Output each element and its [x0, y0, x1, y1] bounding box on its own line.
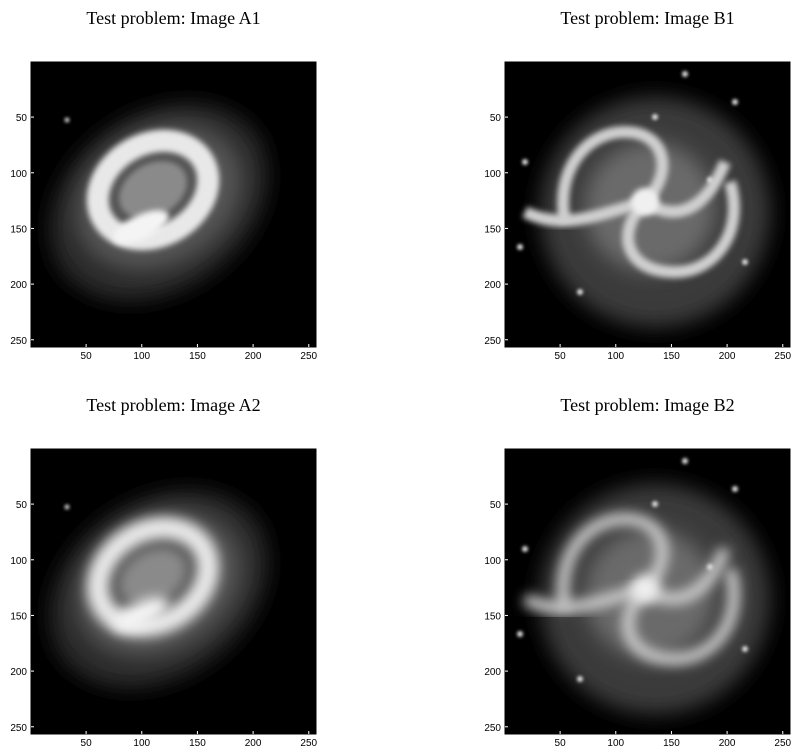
- y-tick-label: 250: [484, 336, 501, 347]
- x-tick-label: 50: [555, 738, 567, 749]
- y-tick-label: 100: [10, 169, 27, 180]
- x-tick-label: 200: [719, 351, 736, 362]
- star: [64, 117, 70, 123]
- x-tick-label: 150: [663, 351, 680, 362]
- x-tick-label: 100: [607, 738, 624, 749]
- y-tick-label: 200: [484, 667, 501, 678]
- star: [732, 99, 738, 105]
- y-tick-label: 250: [10, 723, 27, 734]
- star: [742, 646, 748, 652]
- nebula-ring: [86, 129, 220, 251]
- axes-frame: [30, 448, 317, 735]
- galaxy-arm: [557, 125, 669, 224]
- x-tick-label: 100: [133, 351, 150, 362]
- nebula-ring: [86, 516, 220, 638]
- axes-frame: [30, 61, 317, 348]
- nebula-core: [119, 161, 187, 219]
- y-tick-label: 100: [484, 556, 501, 567]
- galaxy-arm: [622, 567, 740, 666]
- y-tick-label: 100: [10, 556, 27, 567]
- star: [707, 177, 713, 183]
- y-tick-label: 50: [16, 500, 28, 511]
- y-tick-label: 250: [484, 723, 501, 734]
- chart-title: Test problem: Image A1: [86, 8, 260, 28]
- x-tick-label: 250: [300, 351, 317, 362]
- x-tick-label: 150: [189, 351, 206, 362]
- star: [522, 159, 528, 165]
- star: [652, 114, 658, 120]
- star: [522, 546, 528, 552]
- axes-frame: [504, 448, 791, 735]
- y-tick-label: 50: [490, 113, 502, 124]
- y-tick-label: 200: [10, 280, 27, 291]
- galaxy-core: [631, 575, 659, 603]
- star: [577, 676, 583, 682]
- star: [517, 244, 523, 250]
- x-tick-label: 200: [245, 351, 262, 362]
- nebula-core: [119, 548, 187, 606]
- y-tick-label: 200: [10, 667, 27, 678]
- star: [742, 259, 748, 265]
- x-tick-label: 100: [133, 738, 150, 749]
- star: [652, 501, 658, 507]
- galaxy-arm: [622, 180, 740, 279]
- x-tick-label: 50: [81, 738, 93, 749]
- chart-title: Test problem: Image A2: [86, 395, 260, 415]
- galaxy-core: [631, 188, 659, 216]
- x-tick-label: 200: [245, 738, 262, 749]
- star: [682, 458, 688, 464]
- y-tick-label: 200: [484, 280, 501, 291]
- star: [517, 631, 523, 637]
- y-tick-label: 50: [16, 113, 28, 124]
- nebula-bright: [113, 597, 169, 631]
- star: [707, 564, 713, 570]
- x-tick-label: 250: [774, 351, 791, 362]
- chart-title: Test problem: Image B1: [560, 8, 734, 28]
- x-tick-label: 50: [555, 351, 567, 362]
- chart-title: Test problem: Image B2: [560, 395, 734, 415]
- x-tick-label: 100: [607, 351, 624, 362]
- y-tick-label: 150: [484, 611, 501, 622]
- x-tick-label: 250: [774, 738, 791, 749]
- image: [31, 62, 316, 347]
- axes-frame: [504, 61, 791, 348]
- image: [31, 449, 316, 734]
- nebula-bright: [113, 210, 169, 244]
- x-tick-label: 50: [81, 351, 93, 362]
- y-tick-label: 150: [10, 224, 27, 235]
- x-tick-label: 250: [300, 738, 317, 749]
- star: [577, 289, 583, 295]
- x-tick-label: 150: [663, 738, 680, 749]
- star: [732, 486, 738, 492]
- galaxy-arm: [557, 512, 669, 611]
- x-tick-label: 200: [719, 738, 736, 749]
- y-tick-label: 150: [10, 611, 27, 622]
- y-tick-label: 150: [484, 224, 501, 235]
- star: [64, 504, 70, 510]
- image: [505, 62, 790, 347]
- y-tick-label: 100: [484, 169, 501, 180]
- y-tick-label: 250: [10, 336, 27, 347]
- image: [505, 449, 790, 734]
- star: [682, 71, 688, 77]
- y-tick-label: 50: [490, 500, 502, 511]
- x-tick-label: 150: [189, 738, 206, 749]
